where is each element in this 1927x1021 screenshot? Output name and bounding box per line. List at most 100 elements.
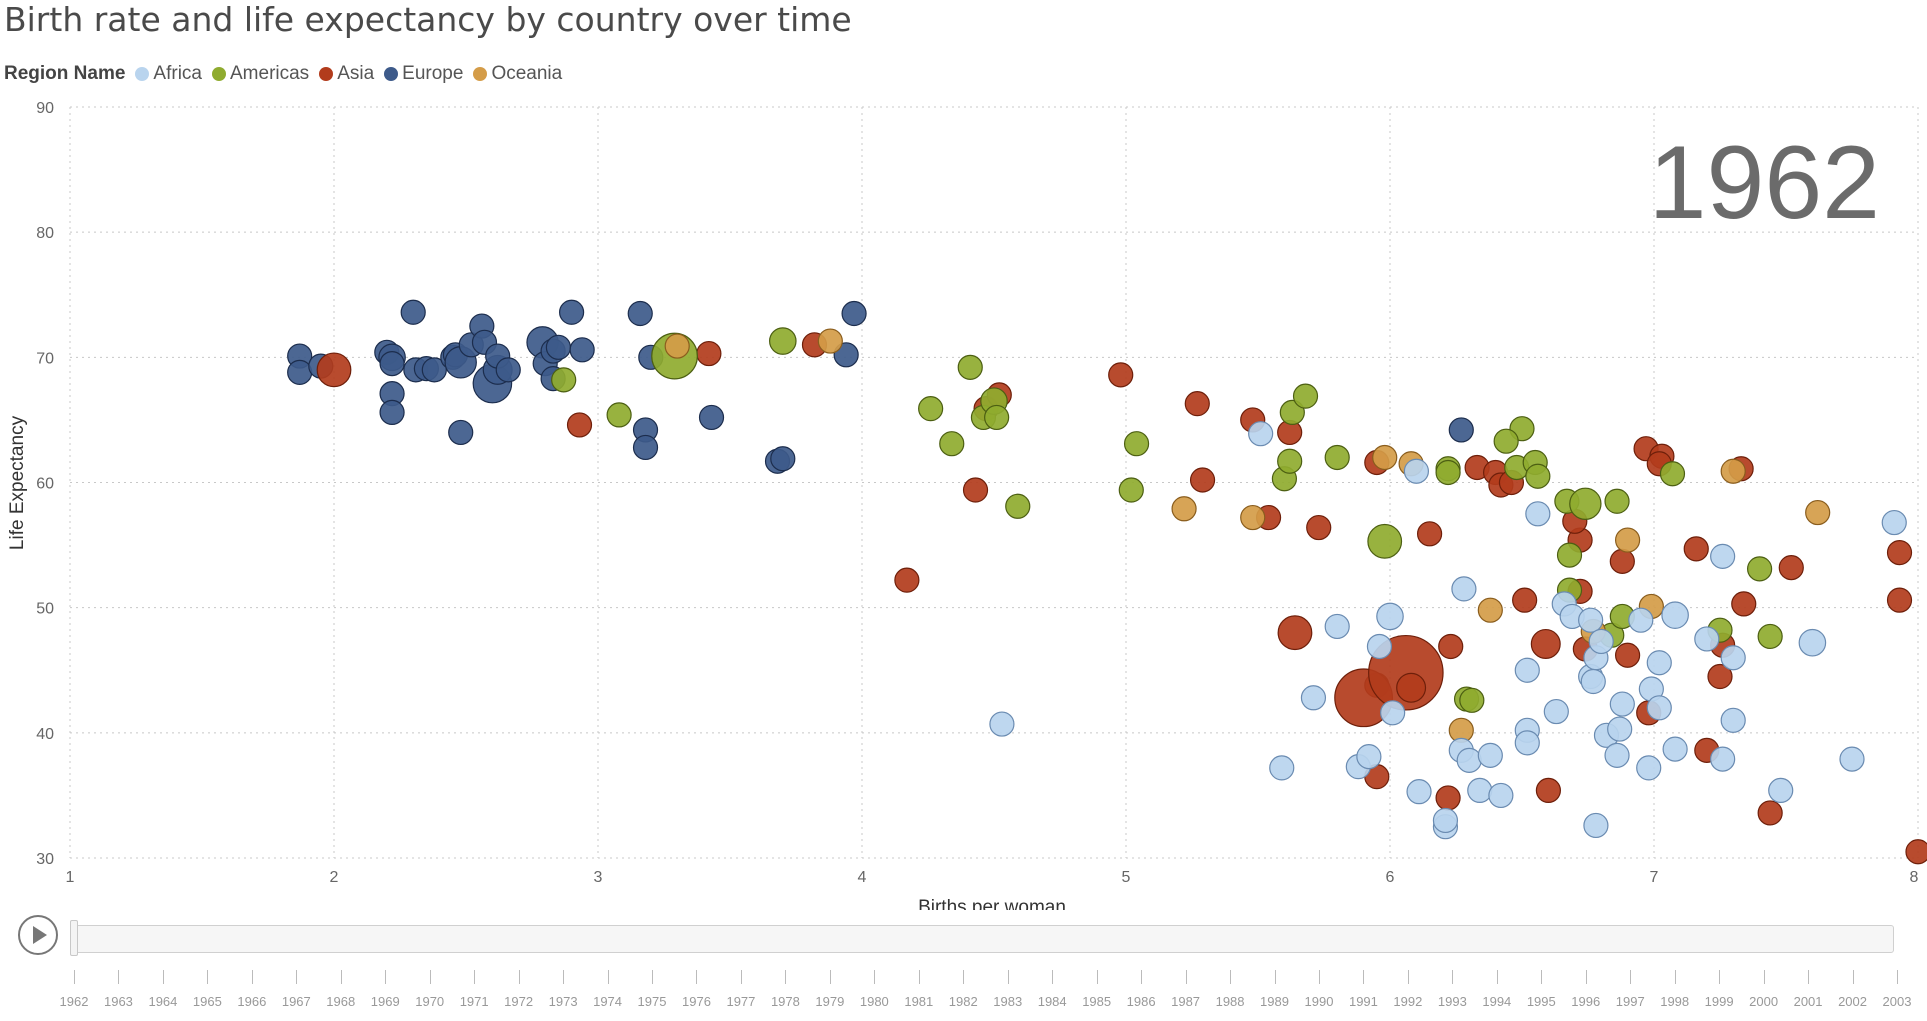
data-point-asia[interactable] [1778, 555, 1804, 581]
data-point-europe[interactable] [421, 357, 447, 383]
data-point-europe[interactable] [1448, 417, 1474, 443]
data-point-asia[interactable] [566, 412, 593, 438]
data-point-asia[interactable] [1396, 672, 1427, 703]
data-point-americas[interactable] [1005, 493, 1031, 519]
data-point-americas[interactable] [1604, 488, 1630, 514]
data-point-africa[interactable] [1646, 695, 1672, 721]
data-point-asia[interactable] [1108, 362, 1134, 388]
data-point-oceania[interactable] [1720, 458, 1746, 484]
data-point-americas[interactable] [1569, 487, 1602, 520]
timeline-year-label[interactable]: 1969 [370, 994, 400, 1009]
timeline-year-label[interactable]: 1964 [148, 994, 178, 1009]
data-point-africa[interactable] [1525, 501, 1551, 527]
data-point-africa[interactable] [1710, 746, 1736, 772]
data-point-asia[interactable] [1530, 628, 1561, 659]
timeline-year-label[interactable]: 1974 [593, 994, 623, 1009]
data-point-africa[interactable] [1248, 421, 1274, 447]
timeline-year-label[interactable]: 1966 [237, 994, 267, 1009]
data-point-americas[interactable] [1659, 461, 1686, 487]
data-point-americas[interactable] [606, 402, 632, 428]
data-point-africa[interactable] [1456, 747, 1482, 773]
timeline-year-label[interactable]: 1992 [1393, 994, 1423, 1009]
play-control[interactable] [18, 915, 58, 955]
data-point-africa[interactable] [1380, 700, 1406, 726]
timeline-year-label[interactable]: 1973 [548, 994, 578, 1009]
timeline-year-label[interactable]: 1994 [1482, 994, 1512, 1009]
data-point-americas[interactable] [1324, 444, 1350, 471]
timeline-year-label[interactable]: 1968 [326, 994, 356, 1009]
data-point-europe[interactable] [841, 300, 867, 327]
data-point-africa[interactable] [1839, 746, 1865, 772]
timeline-year-label[interactable]: 1978 [770, 994, 800, 1009]
data-point-europe[interactable] [770, 446, 796, 472]
data-point-asia[interactable] [1438, 633, 1464, 660]
timeline-year-label[interactable]: 1996 [1571, 994, 1601, 1009]
data-point-asia[interactable] [1683, 536, 1709, 562]
data-point-africa[interactable] [1628, 607, 1654, 633]
data-point-europe[interactable] [698, 404, 725, 431]
data-point-americas[interactable] [1556, 542, 1583, 568]
timeline-year-label[interactable]: 2002 [1838, 994, 1867, 1009]
data-point-oceania[interactable] [1372, 444, 1398, 471]
timeline-year-label[interactable]: 1989 [1260, 994, 1289, 1009]
data-point-oceania[interactable] [1614, 527, 1641, 553]
data-point-africa[interactable] [1720, 707, 1746, 733]
timeline-year-label[interactable]: 1991 [1348, 994, 1378, 1009]
data-point-americas[interactable] [939, 431, 965, 457]
timeline-year-label[interactable]: 1985 [1082, 994, 1112, 1009]
data-point-africa[interactable] [1580, 668, 1606, 695]
timeline-year-label[interactable]: 1995 [1526, 994, 1556, 1009]
timeline-year-label[interactable]: 1998 [1660, 994, 1690, 1009]
data-point-africa[interactable] [1768, 777, 1794, 804]
timeline-year-label[interactable]: 1971 [459, 994, 489, 1009]
data-point-africa[interactable] [1406, 779, 1432, 805]
timeline-year-label[interactable]: 2003 [1882, 994, 1912, 1009]
data-point-asia[interactable] [1886, 587, 1913, 613]
data-point-africa[interactable] [1514, 657, 1540, 683]
timeline-year-label[interactable]: 1963 [103, 994, 133, 1009]
data-point-americas[interactable] [1493, 428, 1519, 454]
timeline-year-label[interactable]: 1962 [59, 994, 89, 1009]
data-point-africa[interactable] [1694, 626, 1720, 652]
data-point-africa[interactable] [1432, 807, 1459, 834]
data-point-asia[interactable] [1306, 514, 1332, 541]
data-point-africa[interactable] [1881, 509, 1907, 536]
play-button[interactable] [18, 915, 58, 955]
data-point-asia[interactable] [1609, 548, 1635, 574]
data-point-africa[interactable] [1477, 742, 1503, 768]
data-point-asia[interactable] [1757, 800, 1783, 826]
data-point-africa[interactable] [1661, 601, 1689, 629]
data-point-africa[interactable] [1720, 645, 1746, 671]
timeline-slider-track[interactable] [72, 925, 1894, 953]
data-point-africa[interactable] [1662, 736, 1688, 762]
data-point-asia[interactable] [962, 477, 989, 503]
data-point-europe[interactable] [379, 350, 405, 377]
data-point-oceania[interactable] [1805, 499, 1831, 526]
legend-item-americas[interactable]: Americas [212, 63, 309, 85]
timeline-year-label[interactable]: 1987 [1171, 994, 1201, 1009]
data-point-asia[interactable] [696, 340, 722, 367]
data-point-americas[interactable] [1277, 448, 1303, 474]
data-point-africa[interactable] [1300, 685, 1327, 711]
data-point-americas[interactable] [1118, 477, 1144, 503]
data-point-africa[interactable] [1269, 755, 1295, 781]
data-point-europe[interactable] [379, 399, 405, 426]
data-point-americas[interactable] [1525, 463, 1551, 489]
data-point-africa[interactable] [989, 711, 1015, 737]
legend-item-oceania[interactable]: Oceania [473, 63, 562, 85]
data-point-asia[interactable] [1512, 587, 1538, 613]
data-point-africa[interactable] [1646, 650, 1672, 676]
timeline-year-label[interactable]: 1975 [637, 994, 667, 1009]
timeline-year-label[interactable]: 1965 [192, 994, 222, 1009]
data-point-africa[interactable] [1636, 755, 1662, 781]
data-point-africa[interactable] [1366, 633, 1393, 660]
data-point-asia[interactable] [1905, 839, 1927, 865]
data-point-americas[interactable] [957, 354, 983, 380]
data-point-oceania[interactable] [1171, 496, 1197, 522]
data-point-europe[interactable] [627, 300, 653, 327]
data-point-asia[interactable] [1614, 642, 1641, 668]
data-point-americas[interactable] [1746, 556, 1773, 582]
timeline-year-label[interactable]: 2001 [1793, 994, 1823, 1009]
data-point-africa[interactable] [1607, 716, 1633, 742]
timeline-year-label[interactable]: 1979 [815, 994, 845, 1009]
